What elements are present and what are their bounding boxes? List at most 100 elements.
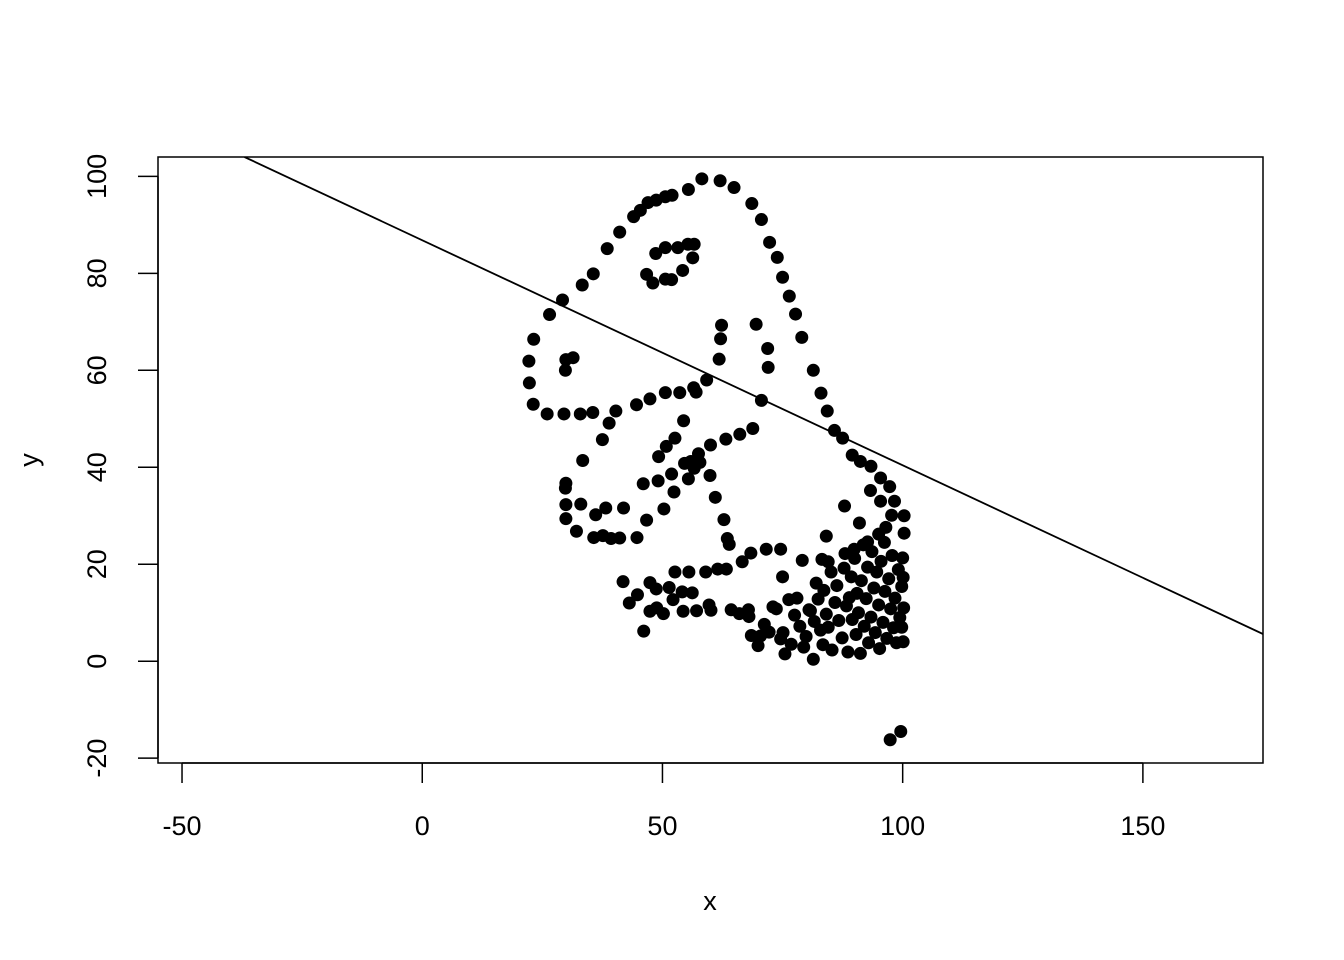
data-point xyxy=(700,373,714,387)
data-point xyxy=(576,453,590,467)
data-point xyxy=(609,404,623,418)
data-point xyxy=(832,613,846,627)
y-tick-label: 60 xyxy=(82,355,112,385)
data-point xyxy=(558,363,572,377)
y-tick-label: 0 xyxy=(82,654,112,669)
data-point xyxy=(702,598,716,612)
data-point xyxy=(879,520,893,534)
data-point xyxy=(874,471,888,485)
data-point xyxy=(715,318,729,332)
data-point xyxy=(559,512,573,526)
data-point xyxy=(844,570,858,584)
data-point xyxy=(870,565,884,579)
data-point xyxy=(586,405,600,419)
data-point xyxy=(699,565,713,579)
data-point xyxy=(719,432,733,446)
data-point xyxy=(837,561,851,575)
data-point xyxy=(676,604,690,618)
data-point xyxy=(687,461,701,475)
data-point xyxy=(690,604,704,618)
x-axis-label: x xyxy=(703,886,717,916)
data-point xyxy=(733,427,747,441)
data-point xyxy=(854,574,868,588)
data-point xyxy=(652,450,666,464)
data-point xyxy=(668,565,682,579)
data-point xyxy=(885,549,899,563)
data-point xyxy=(784,637,798,651)
data-point xyxy=(877,535,891,549)
data-point xyxy=(776,626,790,640)
data-point xyxy=(685,586,699,600)
y-tick-label: 100 xyxy=(82,154,112,199)
data-point xyxy=(859,592,873,606)
data-point xyxy=(874,494,888,508)
data-point xyxy=(896,635,910,649)
data-point xyxy=(600,242,614,256)
y-tick-label: -20 xyxy=(82,739,112,778)
data-point xyxy=(864,459,878,473)
data-point xyxy=(630,588,644,602)
data-point xyxy=(569,524,583,538)
data-point xyxy=(761,341,775,355)
x-axis: -50 0 50 100 150 xyxy=(163,762,1165,841)
data-point xyxy=(646,276,660,290)
data-point xyxy=(744,546,758,560)
data-point xyxy=(704,438,717,452)
y-axis: -20 0 20 40 60 80 100 xyxy=(82,154,159,778)
data-point xyxy=(789,307,803,321)
x-tick-label: 100 xyxy=(880,811,925,841)
data-point xyxy=(649,582,663,596)
data-point xyxy=(827,423,841,437)
data-point xyxy=(703,469,717,483)
data-point xyxy=(819,529,833,543)
data-point xyxy=(630,398,644,412)
data-point xyxy=(851,606,865,620)
data-point xyxy=(566,351,580,365)
data-points xyxy=(522,172,911,747)
data-point xyxy=(776,270,790,284)
data-point xyxy=(849,628,863,642)
data-point xyxy=(681,472,695,486)
data-point xyxy=(671,241,685,255)
data-point xyxy=(665,467,679,481)
data-point xyxy=(759,542,773,556)
data-point xyxy=(640,513,654,527)
data-point xyxy=(651,474,665,488)
data-point xyxy=(557,407,571,421)
data-point xyxy=(719,562,733,576)
data-point xyxy=(657,502,671,516)
data-point xyxy=(776,570,790,584)
data-point xyxy=(602,416,616,430)
data-point xyxy=(797,640,811,654)
data-point xyxy=(745,197,759,211)
data-point xyxy=(575,278,589,292)
data-point xyxy=(895,620,909,634)
data-point xyxy=(522,376,536,390)
data-point xyxy=(558,481,572,495)
data-point xyxy=(806,363,820,377)
data-point xyxy=(778,647,792,661)
data-point xyxy=(649,246,663,260)
data-point xyxy=(853,646,867,660)
data-point xyxy=(894,724,908,738)
data-point xyxy=(616,575,630,589)
data-point xyxy=(673,386,687,400)
data-point xyxy=(897,601,911,615)
data-point xyxy=(675,585,689,599)
data-point xyxy=(659,439,673,453)
data-point xyxy=(888,591,902,605)
data-point xyxy=(876,615,890,629)
fit-line xyxy=(244,157,1263,635)
data-point xyxy=(613,531,627,545)
data-point xyxy=(884,602,898,616)
data-point xyxy=(714,332,728,346)
data-point xyxy=(712,352,726,366)
data-point xyxy=(735,555,749,569)
data-point xyxy=(599,501,613,515)
data-point xyxy=(681,237,695,251)
data-point xyxy=(830,579,844,593)
data-point xyxy=(888,494,902,508)
data-point xyxy=(662,581,676,595)
data-point xyxy=(527,332,541,346)
data-point xyxy=(574,497,588,511)
